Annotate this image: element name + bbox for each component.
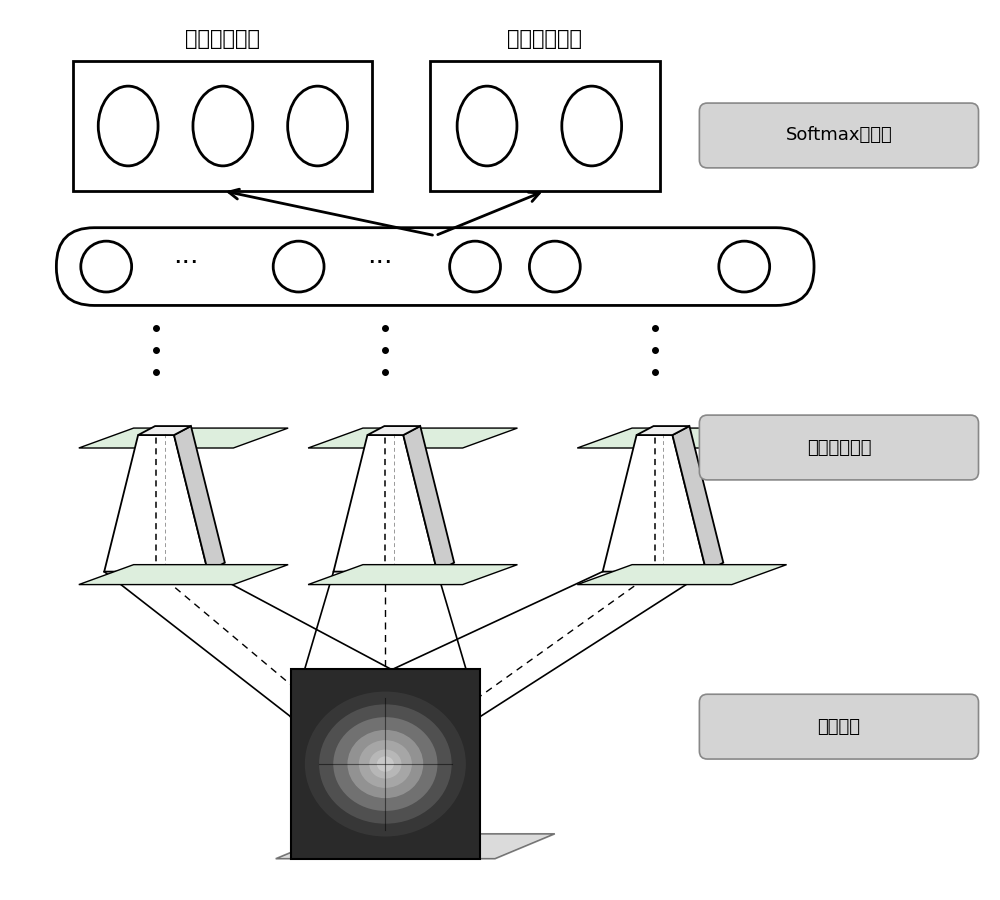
Ellipse shape — [359, 740, 412, 788]
Bar — [73, 61, 372, 191]
Polygon shape — [367, 426, 420, 435]
Text: ···: ··· — [173, 250, 199, 276]
Polygon shape — [104, 435, 208, 572]
Polygon shape — [603, 435, 706, 572]
Bar — [430, 61, 660, 191]
Bar — [291, 670, 480, 859]
Text: 卷积神经网络: 卷积神经网络 — [807, 438, 871, 456]
Polygon shape — [308, 564, 517, 585]
Polygon shape — [403, 426, 454, 572]
Ellipse shape — [457, 86, 517, 166]
Ellipse shape — [81, 241, 132, 292]
Polygon shape — [577, 564, 787, 585]
Polygon shape — [637, 426, 689, 435]
FancyBboxPatch shape — [699, 104, 979, 168]
Ellipse shape — [719, 241, 770, 292]
Ellipse shape — [377, 756, 394, 771]
Polygon shape — [79, 428, 288, 448]
Ellipse shape — [369, 750, 401, 778]
Ellipse shape — [333, 717, 437, 811]
Text: Softmax分类器: Softmax分类器 — [786, 127, 892, 145]
Polygon shape — [79, 564, 288, 585]
Ellipse shape — [347, 730, 423, 798]
Polygon shape — [672, 426, 723, 572]
FancyBboxPatch shape — [56, 228, 814, 305]
Text: 三分类次任务: 三分类次任务 — [185, 29, 260, 50]
Polygon shape — [308, 428, 517, 448]
Polygon shape — [577, 428, 787, 448]
FancyBboxPatch shape — [699, 694, 979, 759]
Text: 细胞图片: 细胞图片 — [817, 717, 860, 735]
FancyBboxPatch shape — [699, 415, 979, 480]
Polygon shape — [138, 426, 191, 435]
Polygon shape — [174, 426, 225, 572]
Ellipse shape — [562, 86, 622, 166]
Ellipse shape — [288, 86, 347, 166]
Ellipse shape — [529, 241, 580, 292]
Ellipse shape — [98, 86, 158, 166]
Text: ···: ··· — [368, 250, 393, 276]
Polygon shape — [276, 833, 555, 859]
Ellipse shape — [450, 241, 500, 292]
Ellipse shape — [305, 691, 466, 836]
Ellipse shape — [273, 241, 324, 292]
Ellipse shape — [319, 705, 452, 824]
Text: 二分类主任务: 二分类主任务 — [507, 29, 582, 50]
Polygon shape — [334, 435, 437, 572]
Ellipse shape — [193, 86, 253, 166]
